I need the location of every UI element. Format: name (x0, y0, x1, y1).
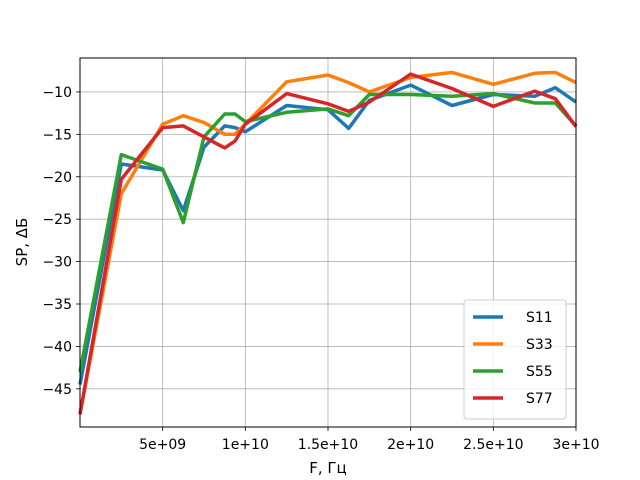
x-tick-label: 2e+10 (387, 437, 434, 453)
legend-label-s77: S77 (526, 391, 553, 407)
x-tick-label: 1.5e+10 (298, 437, 358, 453)
legend-label-s33: S33 (526, 337, 553, 353)
y-tick-label: −45 (42, 382, 72, 398)
series-line-s77 (80, 74, 576, 414)
x-tick-label: 3e+10 (552, 437, 599, 453)
legend-label-s11: S11 (526, 310, 553, 326)
y-axis-label: SP, ΔБ (13, 218, 31, 267)
series-line-s33 (80, 72, 576, 414)
y-tick-label: −15 (42, 127, 72, 143)
x-tick-label: 1e+10 (222, 437, 269, 453)
series-line-s55 (80, 94, 576, 372)
legend-label-s55: S55 (526, 364, 553, 380)
y-tick-label: −30 (42, 255, 72, 271)
legend-box (463, 299, 567, 420)
y-tick-label: −25 (42, 212, 72, 228)
x-ticks: 5e+09 1e+10 1.5e+10 2e+10 2.5e+10 3e+10 (139, 427, 600, 453)
y-ticks: −10 −15 −20 −25 −30 −35 −40 −45 (42, 85, 80, 398)
x-tick-label: 5e+09 (139, 437, 186, 453)
series-layer (80, 72, 576, 414)
x-tick-label: 2.5e+10 (463, 437, 523, 453)
y-tick-label: −40 (42, 339, 72, 355)
legend: S11 S33 S55 S77 (463, 299, 567, 420)
y-tick-label: −35 (42, 297, 72, 313)
y-tick-label: −10 (42, 85, 72, 101)
x-axis-label: F, Гц (309, 459, 347, 477)
y-tick-label: −20 (42, 170, 72, 186)
